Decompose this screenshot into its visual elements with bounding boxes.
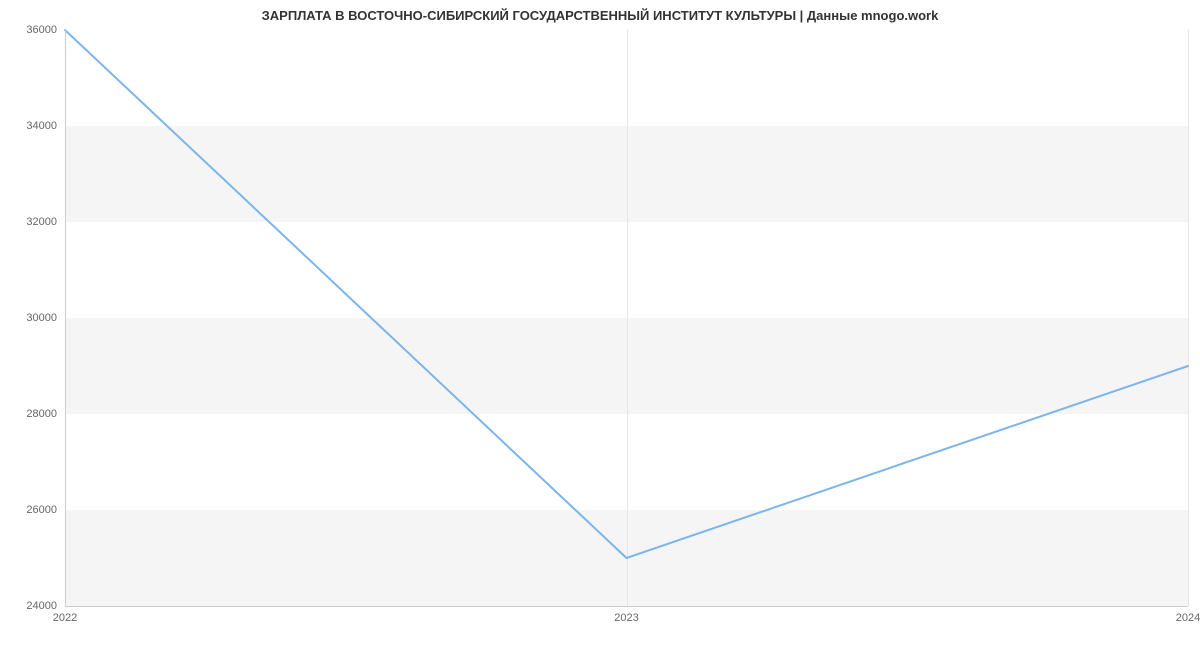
x-tick-label: 2023: [614, 612, 638, 624]
y-tick-label: 26000: [0, 504, 57, 516]
vertical-gridline: [1188, 30, 1189, 606]
x-tick-label: 2022: [53, 612, 77, 624]
y-tick-label: 32000: [0, 216, 57, 228]
y-tick-label: 24000: [0, 600, 57, 612]
series-salary: [65, 30, 1188, 558]
y-tick-label: 34000: [0, 120, 57, 132]
y-tick-label: 30000: [0, 312, 57, 324]
chart-title: ЗАРПЛАТА В ВОСТОЧНО-СИБИРСКИЙ ГОСУДАРСТВ…: [0, 8, 1200, 23]
y-tick-label: 36000: [0, 24, 57, 36]
y-axis-line: [65, 30, 66, 606]
x-axis-line: [65, 606, 1188, 607]
x-tick-label: 2024: [1176, 612, 1200, 624]
y-tick-label: 28000: [0, 408, 57, 420]
plot-area: [65, 30, 1188, 606]
chart-container: ЗАРПЛАТА В ВОСТОЧНО-СИБИРСКИЙ ГОСУДАРСТВ…: [0, 0, 1200, 650]
line-layer: [65, 30, 1188, 606]
